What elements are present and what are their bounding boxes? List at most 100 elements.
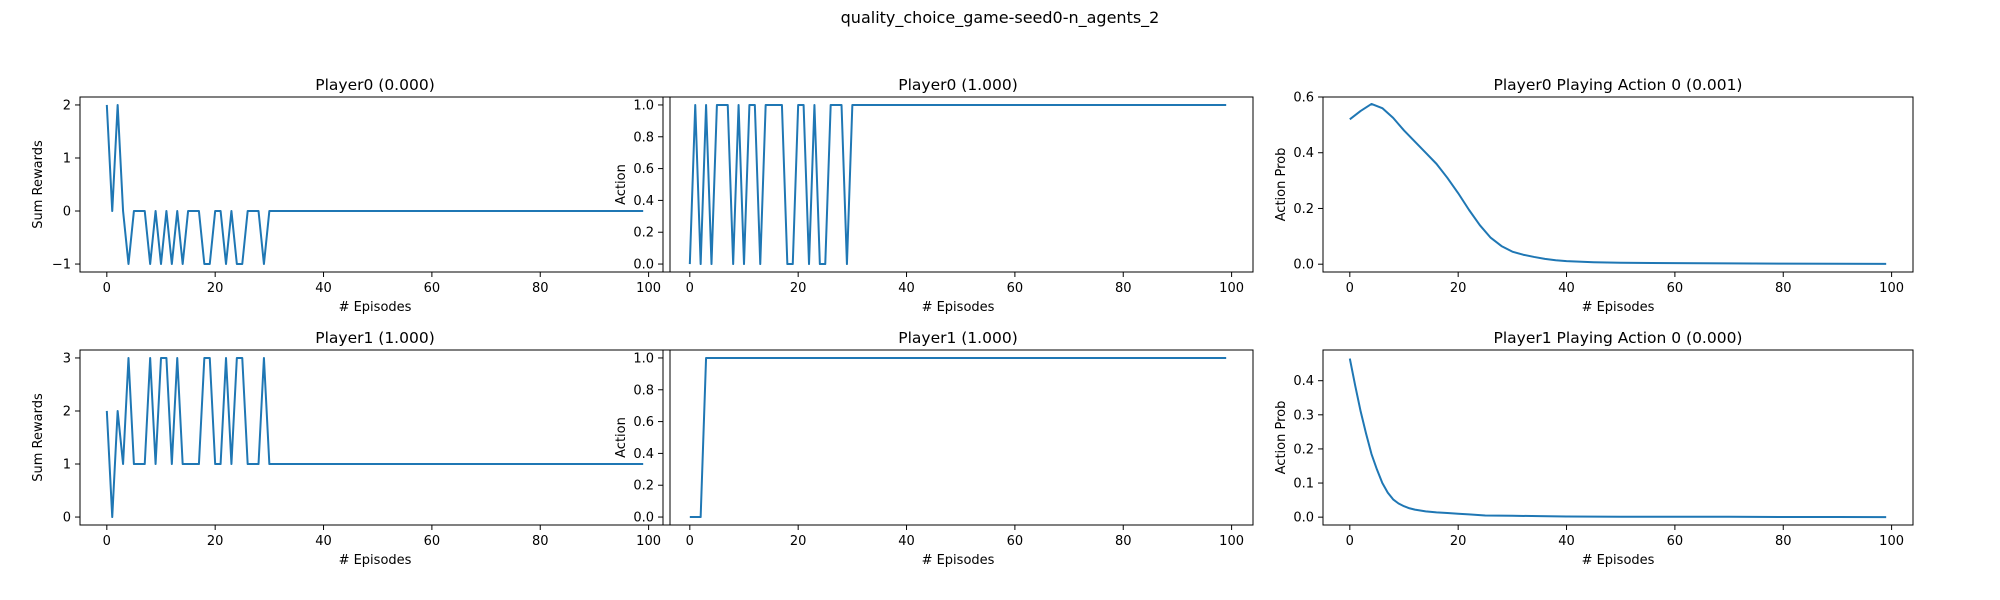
- y-tick-label: 0.0: [633, 258, 654, 273]
- x-axis-label: # Episodes: [1582, 300, 1655, 315]
- x-tick-label: 80: [1115, 534, 1132, 549]
- x-tick-label: 40: [898, 534, 915, 549]
- y-tick-label: 1.0: [633, 98, 654, 113]
- y-tick-label: 0: [63, 511, 71, 526]
- y-tick-label: 2: [63, 404, 71, 419]
- y-tick-label: 0.2: [633, 479, 654, 494]
- y-tick-label: 0.4: [633, 447, 654, 462]
- x-tick-label: 20: [790, 281, 807, 296]
- y-axis-label: Action Prob: [1274, 401, 1289, 475]
- y-tick-label: 0.6: [633, 415, 654, 430]
- y-axis-label: Action: [614, 164, 629, 205]
- y-tick-label: 0.3: [1293, 408, 1314, 423]
- x-tick-label: 40: [898, 281, 915, 296]
- axes-frame: [662, 96, 1254, 273]
- x-tick-label: 100: [636, 281, 661, 296]
- subplot-3: 0 20 40 60 80 100 0.0 0.2 0.4 0.6 Player0 Playing …: [1274, 76, 1914, 315]
- x-tick-label: 80: [1775, 281, 1792, 296]
- x-tick-label: 20: [790, 534, 807, 549]
- figure-suptitle: quality_choice_game-seed0-n_agents_2: [840, 8, 1160, 27]
- x-tick-label: 60: [1007, 281, 1024, 296]
- x-tick-label: 20: [207, 534, 224, 549]
- series-line: [1349, 102, 1887, 265]
- y-tick-label: 0.8: [633, 130, 654, 145]
- y-tick-label: 0: [63, 205, 71, 220]
- x-tick-label: 0: [686, 534, 694, 549]
- subplot-4: 0 20 40 60 80 100 0 1 2 3 Player1 (1.000) # Episode…: [31, 329, 671, 568]
- y-tick-label: 2: [63, 98, 71, 113]
- axes-frame: [1322, 349, 1914, 526]
- y-tick-label: 0.8: [633, 383, 654, 398]
- x-tick-label: 0: [103, 534, 111, 549]
- subplot-1: 0 20 40 60 80 100 −1 0 1 2 Player0 (0.000) # Episod…: [31, 76, 671, 315]
- series-line: [105, 103, 644, 266]
- y-tick-label: 0.2: [1293, 202, 1314, 217]
- x-axis-label: # Episodes: [339, 300, 412, 315]
- y-tick-label: 0.4: [1293, 146, 1314, 161]
- x-tick-label: 100: [1879, 534, 1904, 549]
- y-tick-label: 0.4: [1293, 374, 1314, 389]
- x-tick-label: 20: [207, 281, 224, 296]
- x-tick-label: 0: [1346, 534, 1354, 549]
- x-tick-label: 100: [1879, 281, 1904, 296]
- subplot-5: 0 20 40 60 80 100 0.0 0.2 0.4 0.6 0.8 1.0 Player1 (1…: [614, 329, 1254, 568]
- y-tick-label: 1: [63, 458, 71, 473]
- y-tick-label: 0.1: [1293, 477, 1314, 492]
- y-tick-label: 0.0: [633, 511, 654, 526]
- y-tick-label: 0.6: [1293, 91, 1314, 106]
- x-axis-label: # Episodes: [922, 553, 995, 568]
- series-line: [688, 103, 1227, 266]
- y-tick-label: 0.0: [1293, 511, 1314, 526]
- x-tick-label: 20: [1450, 534, 1467, 549]
- subplot-6: 0 20 40 60 80 100 0.0 0.1 0.2 0.3 0.4 Player1 Playi…: [1274, 329, 1914, 568]
- x-tick-label: 20: [1450, 281, 1467, 296]
- axes-frame: [79, 96, 671, 273]
- subplot-title: Player0 Playing Action 0 (0.001): [1494, 76, 1743, 94]
- x-tick-label: 60: [424, 534, 441, 549]
- y-tick-label: 3: [63, 351, 71, 366]
- subplot-title: Player0 (1.000): [898, 76, 1018, 94]
- y-tick-label: −1: [52, 258, 71, 273]
- y-axis-label: Action Prob: [1274, 148, 1289, 222]
- y-axis-label: Sum Rewards: [31, 393, 46, 482]
- y-tick-label: 0.6: [633, 162, 654, 177]
- series-line: [1348, 358, 1887, 519]
- x-axis-label: # Episodes: [922, 300, 995, 315]
- x-tick-label: 80: [532, 281, 549, 296]
- x-tick-label: 60: [1667, 534, 1684, 549]
- subplot-title: Player0 (0.000): [315, 76, 435, 94]
- x-tick-label: 100: [636, 534, 661, 549]
- x-tick-label: 80: [532, 534, 549, 549]
- x-tick-label: 60: [1667, 281, 1684, 296]
- y-tick-label: 0.2: [633, 226, 654, 241]
- axes-frame: [1322, 96, 1914, 273]
- x-tick-label: 0: [686, 281, 694, 296]
- x-tick-label: 40: [315, 281, 332, 296]
- series-line: [105, 356, 644, 519]
- x-tick-label: 100: [1219, 281, 1244, 296]
- axes-frame: [79, 349, 671, 526]
- x-tick-label: 100: [1219, 534, 1244, 549]
- subplot-title: Player1 Playing Action 0 (0.000): [1494, 329, 1743, 347]
- x-tick-label: 40: [1558, 534, 1575, 549]
- y-tick-label: 1.0: [633, 351, 654, 366]
- x-tick-label: 0: [103, 281, 111, 296]
- x-tick-label: 0: [1346, 281, 1354, 296]
- x-tick-label: 40: [315, 534, 332, 549]
- subplot-title: Player1 (1.000): [898, 329, 1018, 347]
- x-tick-label: 60: [424, 281, 441, 296]
- y-tick-label: 1: [63, 151, 71, 166]
- x-tick-label: 80: [1115, 281, 1132, 296]
- y-tick-label: 0.4: [633, 194, 654, 209]
- axes-frame: [662, 349, 1254, 526]
- y-tick-label: 0.0: [1293, 258, 1314, 273]
- y-axis-label: Sum Rewards: [31, 140, 46, 229]
- y-tick-label: 0.2: [1293, 442, 1314, 457]
- subplot-2: 0 20 40 60 80 100 0.0 0.2 0.4 0.6 0.8 1.0 Player0 (1…: [614, 76, 1254, 315]
- x-tick-label: 40: [1558, 281, 1575, 296]
- x-axis-label: # Episodes: [1582, 553, 1655, 568]
- series-line: [689, 356, 1227, 519]
- x-tick-label: 60: [1007, 534, 1024, 549]
- x-tick-label: 80: [1775, 534, 1792, 549]
